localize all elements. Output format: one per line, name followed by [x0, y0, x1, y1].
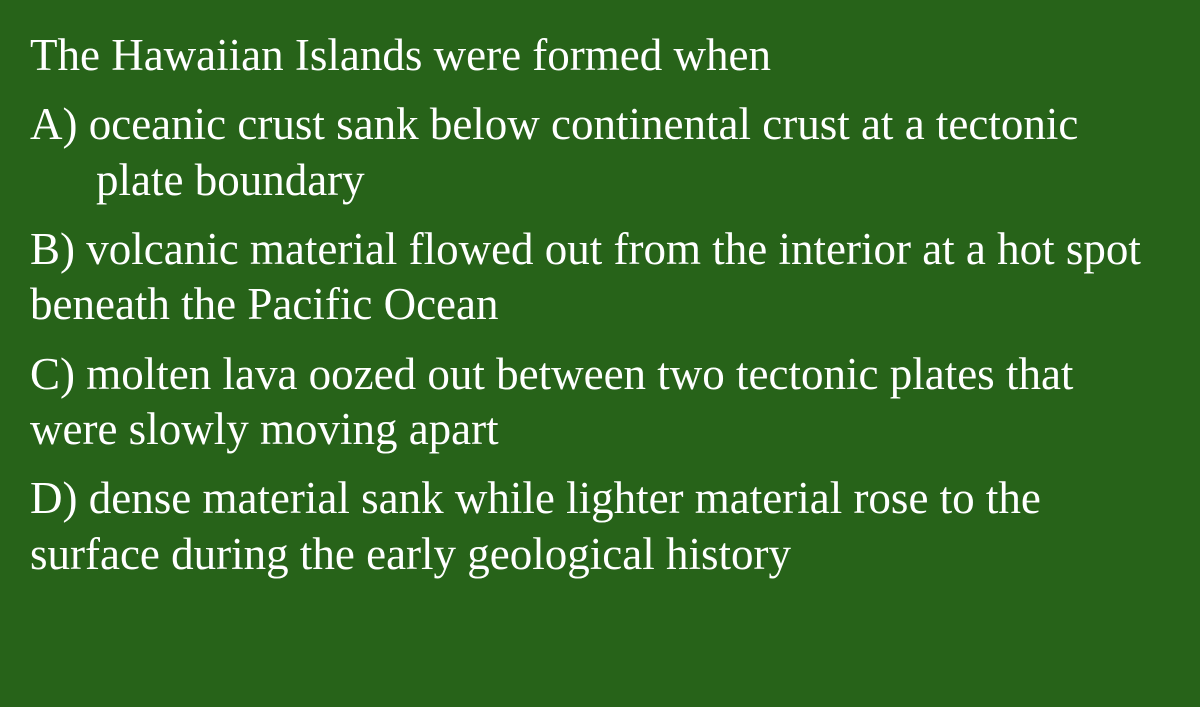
answer-option-a: A) oceanic crust sank below continental … — [30, 97, 1170, 208]
answer-option-c: C) molten lava oozed out between two tec… — [30, 347, 1170, 458]
question-stem: The Hawaiian Islands were formed when — [30, 28, 1170, 83]
answer-option-b: B) volcanic material flowed out from the… — [30, 222, 1170, 333]
answer-option-d: D) dense material sank while lighter mat… — [30, 471, 1170, 582]
